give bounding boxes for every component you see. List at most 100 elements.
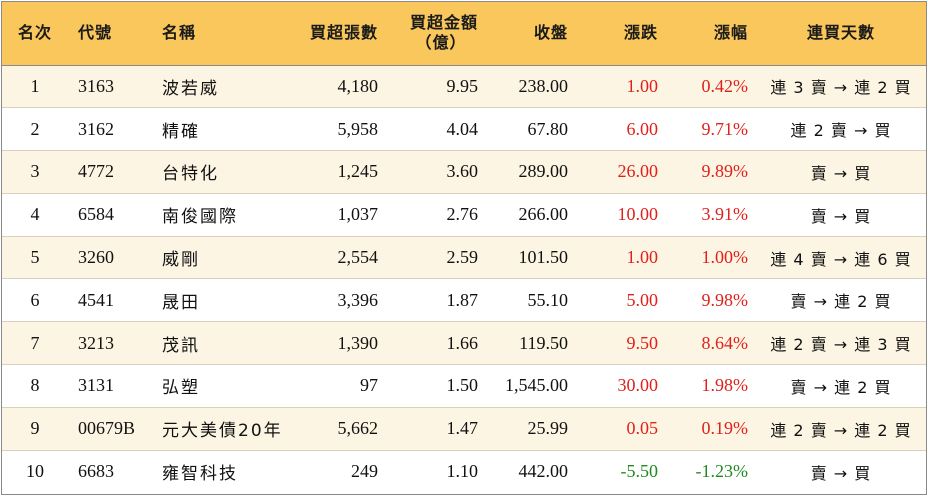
code-cell: 00679B [78,418,136,439]
header-net-amount-line2: （億） [415,33,467,53]
header-rank: 名次 [17,23,52,43]
name-cell: 弘塑 [162,378,200,399]
code-cell: 3163 [78,75,114,96]
net-amount-cell: 2.76 [446,204,479,225]
change-cell: 1.00 [626,247,659,268]
table-row: 5 3260 威剛 2,554 2.59 101.50 1.00 1.00% 連 4 賣 → 連… [2,236,926,279]
header-close: 收盤 [533,23,568,43]
net-amount-cell: 2.59 [446,247,479,268]
close-cell: 55.10 [527,289,569,310]
net-amount-cell: 4.04 [446,118,479,139]
pct-cell: 1.98% [701,375,749,396]
table-row: 9 00679B 元大美債20年 5,662 1.47 25.99 0.05 0.19% 連 2… [2,407,926,451]
net-lots-cell: 97 [360,375,378,396]
change-cell: 1.00 [626,75,659,96]
net-amount-cell: 9.95 [446,75,479,96]
name-cell: 雍智科技 [162,464,238,485]
close-cell: 67.80 [527,118,569,139]
pct-cell: 9.98% [701,289,749,310]
net-lots-cell: 5,662 [337,418,379,439]
header-pct: 漲幅 [713,23,748,43]
code-cell: 3260 [78,247,114,268]
rank-cell: 6 [30,289,40,310]
table-row: 10 6683 雍智科技 249 1.10 442.00 -5.50 -1.23% 賣 → 買 [2,450,926,493]
streak-cell: 連 2 賣 → 連 2 買 [770,420,912,440]
name-cell: 茂訊 [162,335,200,356]
table-row: 1 3163 波若威 4,180 9.95 238.00 1.00 0.42% 連 3 賣 → … [2,65,926,108]
net-lots-cell: 1,245 [337,161,379,182]
net-amount-cell: 1.87 [446,289,479,310]
close-cell: 119.50 [519,332,568,353]
header-row: 名次 代號 名稱 買超張數 買超金額 （億） 收盤 漲跌 漲幅 連買天數 [2,2,926,65]
header-change: 漲跌 [623,23,658,43]
name-cell: 威剛 [162,250,200,271]
table-body: 1 3163 波若威 4,180 9.95 238.00 1.00 0.42% 連 3 賣 → … [2,65,926,493]
pct-cell: 9.71% [701,118,749,139]
code-cell: 4541 [78,289,114,310]
header-code: 代號 [78,23,113,43]
change-cell: 10.00 [617,204,659,225]
net-lots-cell: 1,390 [337,332,379,353]
streak-cell: 賣 → 買 [810,163,872,183]
streak-cell: 賣 → 連 2 買 [790,377,892,397]
net-lots-cell: 3,396 [337,289,379,310]
code-cell: 4772 [78,161,114,182]
close-cell: 101.50 [518,247,569,268]
name-cell: 波若威 [162,78,219,99]
code-cell: 3162 [78,118,114,139]
rank-cell: 5 [30,247,40,268]
net-amount-cell: 1.10 [446,461,479,482]
table-row: 4 6584 南俊國際 1,037 2.76 266.00 10.00 3.91% 賣 → 買 [2,193,926,237]
rank-cell: 8 [30,375,40,396]
rank-cell: 7 [30,332,40,353]
rank-cell: 1 [30,75,40,96]
streak-cell: 連 4 賣 → 連 6 買 [770,249,912,269]
name-cell: 精確 [162,121,200,142]
change-cell: 30.00 [617,375,659,396]
net-lots-cell: 4,180 [337,75,379,96]
header-net-lots: 買超張數 [309,23,378,43]
table-row: 3 4772 台特化 1,245 3.60 289.00 26.00 9.89% 賣 → 買 [2,150,926,194]
table-row: 7 3213 茂訊 1,390 1.66 119.50 9.50 8.64% 連 2 賣 → 連… [2,321,926,365]
close-cell: 238.00 [518,75,569,96]
net-lots-cell: 249 [351,461,378,482]
close-cell: 266.00 [518,204,569,225]
close-cell: 1,545.00 [505,375,568,396]
streak-cell: 連 2 賣 → 連 3 買 [770,335,912,355]
streak-cell: 賣 → 買 [810,463,872,483]
rank-cell: 4 [30,204,40,225]
change-cell: 5.00 [626,289,659,310]
pct-cell: 9.89% [701,161,749,182]
change-cell: -5.50 [620,461,659,482]
pct-cell: -1.23% [695,461,749,482]
name-cell: 元大美債20年 [162,421,283,442]
rank-cell: 9 [30,418,40,439]
streak-cell: 賣 → 連 2 買 [790,292,892,312]
net-amount-cell: 1.47 [446,418,479,439]
header-name: 名稱 [162,23,197,43]
table-row: 6 4541 晟田 3,396 1.87 55.10 5.00 9.98% 賣 → 連 2 買 [2,278,926,322]
header-streak: 連買天數 [806,23,875,43]
streak-cell: 賣 → 買 [810,206,872,226]
name-cell: 晟田 [162,292,200,313]
code-cell: 6683 [78,461,114,482]
name-cell: 台特化 [162,164,219,185]
table-row: 8 3131 弘塑 97 1.50 1,545.00 30.00 1.98% 賣 → 連 2 買 [2,364,926,408]
streak-cell: 連 3 賣 → 連 2 買 [770,78,912,98]
rank-cell: 3 [30,161,40,182]
change-cell: 6.00 [626,118,659,139]
table-row: 2 3162 精確 5,958 4.04 67.80 6.00 9.71% 連 2 賣 → 買 [2,107,926,151]
rank-cell: 2 [30,118,40,139]
net-lots-cell: 5,958 [337,118,379,139]
code-cell: 6584 [78,204,114,225]
change-cell: 9.50 [626,332,659,353]
change-cell: 0.05 [626,418,659,439]
net-lots-cell: 1,037 [337,204,379,225]
net-lots-cell: 2,554 [337,247,379,268]
pct-cell: 0.19% [701,418,749,439]
pct-cell: 8.64% [701,332,749,353]
code-cell: 3131 [78,375,114,396]
code-cell: 3213 [78,332,114,353]
